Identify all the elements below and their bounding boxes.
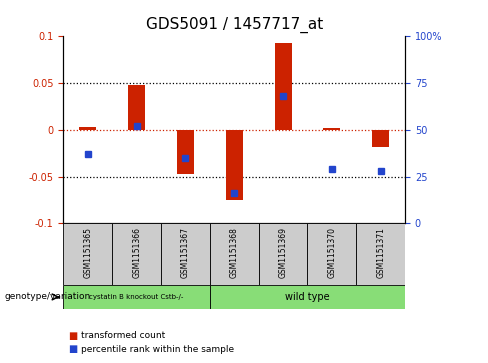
Bar bbox=[210, 223, 259, 285]
Bar bbox=[161, 223, 210, 285]
Text: GSM1151368: GSM1151368 bbox=[230, 228, 239, 278]
Bar bbox=[210, 285, 405, 309]
Bar bbox=[259, 223, 307, 285]
Bar bbox=[112, 223, 161, 285]
Bar bbox=[274, 43, 292, 130]
Bar bbox=[323, 128, 340, 130]
Text: GSM1151369: GSM1151369 bbox=[279, 227, 287, 278]
Text: GSM1151365: GSM1151365 bbox=[83, 227, 92, 278]
Bar bbox=[63, 285, 210, 309]
Text: cystatin B knockout Cstb-/-: cystatin B knockout Cstb-/- bbox=[89, 294, 184, 300]
Bar bbox=[307, 223, 356, 285]
Bar bbox=[128, 85, 145, 130]
Text: transformed count: transformed count bbox=[81, 331, 165, 340]
Text: GSM1151366: GSM1151366 bbox=[132, 227, 141, 278]
Text: GSM1151371: GSM1151371 bbox=[376, 228, 385, 278]
Bar bbox=[356, 223, 405, 285]
Text: genotype/variation: genotype/variation bbox=[5, 293, 91, 301]
Bar bbox=[80, 127, 97, 130]
Text: wild type: wild type bbox=[285, 292, 330, 302]
Text: GSM1151367: GSM1151367 bbox=[181, 227, 190, 278]
Bar bbox=[372, 130, 389, 147]
Bar bbox=[63, 223, 112, 285]
Text: ■: ■ bbox=[68, 331, 78, 341]
Text: GSM1151370: GSM1151370 bbox=[327, 227, 336, 278]
Text: GDS5091 / 1457717_at: GDS5091 / 1457717_at bbox=[145, 16, 323, 33]
Text: percentile rank within the sample: percentile rank within the sample bbox=[81, 345, 234, 354]
Bar bbox=[177, 130, 194, 174]
Bar bbox=[225, 130, 243, 200]
Text: ■: ■ bbox=[68, 344, 78, 354]
